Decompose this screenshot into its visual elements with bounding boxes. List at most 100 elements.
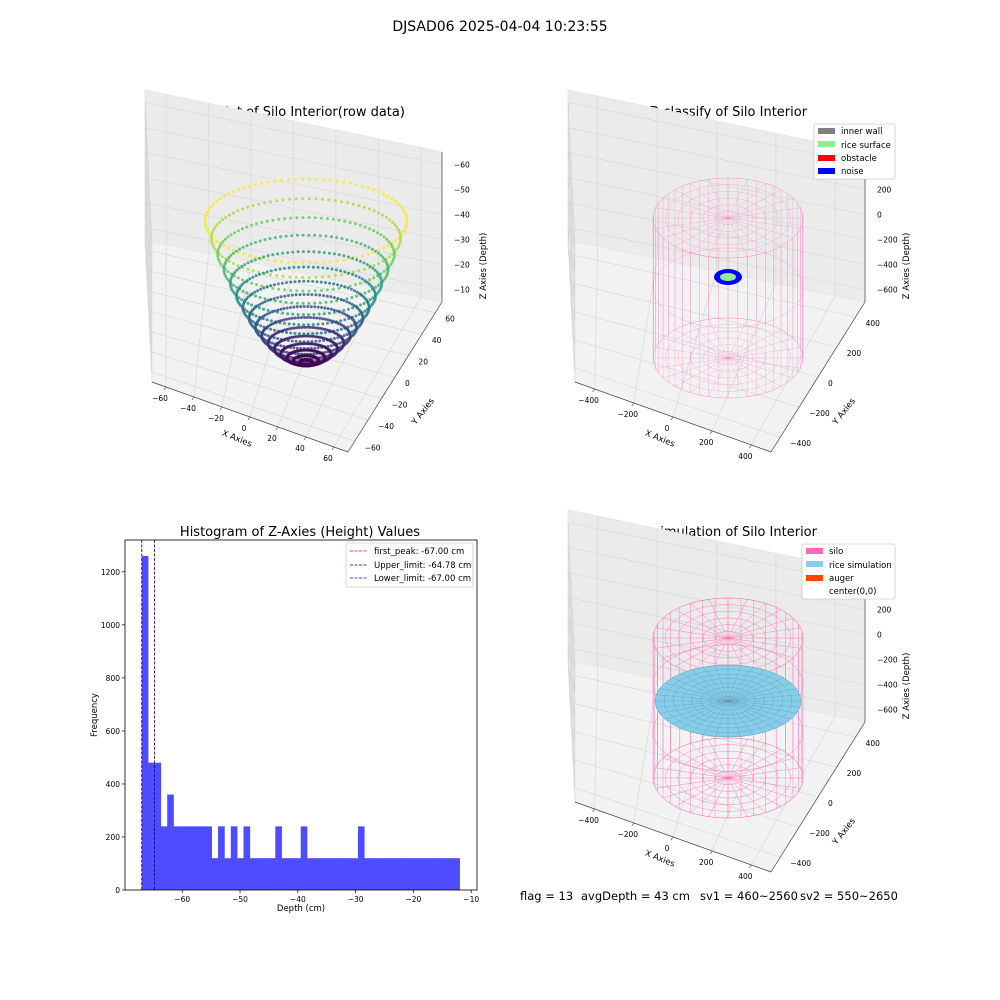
data-point <box>329 235 333 239</box>
z-gridline <box>567 127 866 270</box>
data-point <box>236 188 240 192</box>
data-point <box>212 202 216 206</box>
data-point <box>346 255 350 259</box>
silo-spoke <box>727 217 794 239</box>
data-point <box>221 240 225 244</box>
data-point <box>382 235 386 239</box>
data-point <box>219 242 223 246</box>
data-point <box>268 237 272 241</box>
data-point <box>279 235 283 239</box>
silo-spoke <box>674 329 729 359</box>
y-gridline <box>572 759 800 828</box>
data-point <box>273 259 277 263</box>
data-point <box>218 245 222 249</box>
data-point <box>401 207 405 211</box>
data-point <box>289 280 293 284</box>
histogram-bar <box>243 826 251 890</box>
rice-mesh-spoke <box>727 700 775 729</box>
z-gridline <box>144 102 443 245</box>
data-point <box>268 311 272 315</box>
data-point <box>319 331 323 335</box>
rice-mesh-spoke <box>727 667 754 702</box>
y-gridline <box>149 330 382 399</box>
data-point <box>360 293 364 297</box>
data-point <box>266 254 270 258</box>
data-point <box>301 289 305 293</box>
silo-spoke <box>727 329 782 359</box>
data-point <box>224 260 228 264</box>
data-point <box>255 283 259 287</box>
data-point <box>363 244 367 248</box>
silo-spoke <box>690 217 729 253</box>
x-tick-mark <box>709 430 713 435</box>
data-point <box>399 233 402 237</box>
data-point <box>271 253 275 257</box>
y-tick-label: 0 <box>828 799 833 808</box>
data-point <box>367 304 371 308</box>
data-point <box>313 233 317 237</box>
data-point <box>313 346 317 350</box>
data-point <box>302 279 306 283</box>
data-point <box>350 302 354 306</box>
data-point <box>228 283 232 287</box>
histogram-bar <box>319 858 327 890</box>
data-point <box>282 307 286 311</box>
data-point <box>306 316 309 319</box>
simulation-3d-xlabel: X Axies <box>643 849 676 870</box>
data-point <box>279 300 283 304</box>
x-tick-mark <box>631 822 635 827</box>
rice-mesh-spoke <box>672 677 729 702</box>
data-point <box>246 295 250 299</box>
data-point <box>383 277 387 281</box>
data-point <box>390 260 394 264</box>
data-point <box>272 297 276 300</box>
data-point <box>363 225 367 229</box>
y-tick-label: 400 <box>106 780 121 789</box>
data-point <box>245 291 249 295</box>
footer-sv1: sv1 = 460~2560 <box>700 889 798 903</box>
data-point <box>275 199 279 203</box>
data-point <box>259 287 263 291</box>
silo-spoke <box>655 217 729 229</box>
data-point <box>322 312 326 316</box>
histogram-bar <box>300 826 308 890</box>
data-point <box>339 284 343 288</box>
data-point <box>316 322 320 326</box>
data-point <box>332 296 336 300</box>
data-point <box>223 237 227 241</box>
data-point <box>311 323 315 327</box>
legend-label-inner-wall: inner wall <box>841 127 882 137</box>
histogram-bar <box>351 858 359 890</box>
data-point <box>231 248 235 252</box>
data-point <box>315 177 319 181</box>
data-point <box>227 246 231 250</box>
data-point <box>280 178 284 182</box>
data-point <box>284 234 288 238</box>
x-tick-mark <box>709 850 713 855</box>
histogram-bar <box>256 858 263 890</box>
data-point <box>205 228 209 232</box>
rice-mesh-spoke <box>715 700 729 737</box>
silo-cap-ring <box>702 624 754 652</box>
data-point <box>307 216 311 220</box>
data-point <box>385 263 389 266</box>
data-point <box>393 239 397 243</box>
y-gridline <box>146 270 422 335</box>
data-point <box>296 352 300 356</box>
z-gridline <box>567 202 866 345</box>
rice-mesh-spoke <box>727 669 765 702</box>
data-point <box>242 186 246 190</box>
data-point <box>390 197 394 201</box>
data-point <box>404 225 408 229</box>
data-point <box>386 270 390 274</box>
x-tick-mark <box>749 444 752 449</box>
data-point <box>286 251 290 255</box>
data-point <box>381 246 385 250</box>
data-point <box>270 341 274 345</box>
footer-sv2: sv2 = 550~2650 <box>800 889 898 903</box>
data-point <box>381 259 385 263</box>
histogram-bar <box>230 826 238 890</box>
histogram-bar <box>205 826 212 890</box>
histogram-bar <box>288 858 295 890</box>
